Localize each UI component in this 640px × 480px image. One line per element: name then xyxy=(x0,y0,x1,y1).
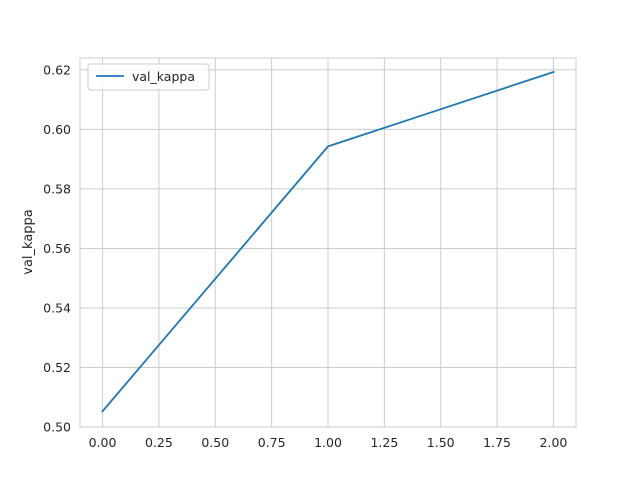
y-tick-label: 0.54 xyxy=(43,300,71,315)
legend: val_kappa xyxy=(87,63,210,91)
x-tick-label: 1.25 xyxy=(370,435,398,450)
x-tick-label: 0.75 xyxy=(258,435,286,450)
x-axis-ticks: 0.00 0.25 0.50 0.75 1.00 1.25 1.50 1.75 2.00 xyxy=(89,435,568,450)
y-tick-label: 0.62 xyxy=(43,62,71,77)
y-tick-label: 0.50 xyxy=(43,420,71,435)
y-tick-label: 0.56 xyxy=(43,241,71,256)
y-tick-label: 0.60 xyxy=(43,122,71,137)
x-tick-label: 1.75 xyxy=(483,435,511,450)
y-axis-ticks: 0.50 0.52 0.54 0.56 0.58 0.60 0.62 xyxy=(43,62,71,434)
data-point xyxy=(552,71,555,73)
series-group xyxy=(101,70,555,413)
x-tick-label: 0.50 xyxy=(201,435,229,450)
data-point xyxy=(101,410,104,413)
y-tick-label: 0.58 xyxy=(43,181,71,196)
x-tick-label: 1.00 xyxy=(314,435,342,450)
plot-frame xyxy=(79,57,577,428)
x-tick-label: 2.00 xyxy=(540,435,568,450)
x-tick-label: 0.25 xyxy=(145,435,173,450)
y-axis-label: val_kappa xyxy=(21,209,36,275)
y-tick-label: 0.52 xyxy=(43,360,71,375)
x-tick-label: 0.00 xyxy=(89,435,117,450)
x-tick-label: 1.50 xyxy=(427,435,455,450)
legend-label: val_kappa xyxy=(132,69,195,84)
legend-box xyxy=(87,63,210,91)
data-point xyxy=(327,145,329,148)
